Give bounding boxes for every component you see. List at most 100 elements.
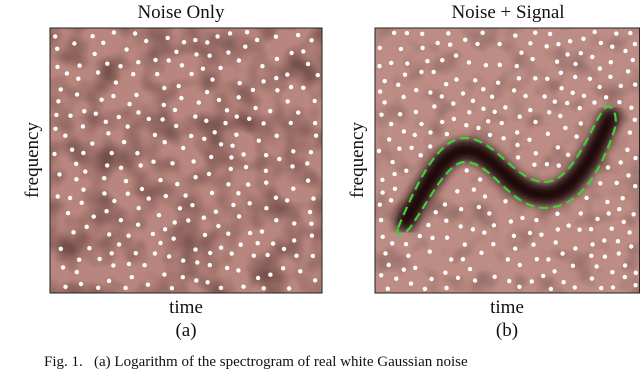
zero-dot (422, 286, 428, 292)
zero-dot (440, 119, 445, 125)
zero-dot (481, 87, 486, 92)
zero-dot (443, 82, 449, 87)
zero-dot (205, 40, 210, 45)
zero-dot (312, 98, 317, 104)
zero-dot (227, 31, 233, 36)
zero-dot (595, 216, 600, 222)
zero-dot (118, 218, 124, 223)
zero-dot (617, 100, 622, 105)
zero-dot (406, 253, 411, 258)
zero-dot (590, 242, 595, 247)
zero-dot (95, 70, 101, 75)
zero-dot (548, 286, 554, 292)
zero-dot (392, 186, 398, 191)
zero-dot (308, 150, 314, 155)
zero-dot (559, 86, 564, 91)
zero-dot (290, 164, 295, 169)
zero-dot (533, 30, 538, 35)
sublabel: (a) (175, 320, 196, 341)
zero-dot (573, 74, 578, 80)
zero-dot (190, 203, 195, 208)
zero-dot (193, 114, 198, 119)
zero-dot (195, 260, 200, 265)
zero-dot (632, 82, 638, 87)
zero-dot (475, 41, 480, 47)
zero-dot (397, 146, 402, 151)
zero-dot (226, 182, 231, 187)
zero-dot (616, 251, 621, 256)
zero-dot (150, 231, 156, 237)
zero-dot (430, 235, 435, 241)
zero-dot (566, 223, 571, 228)
zero-dot (180, 275, 185, 280)
zero-dot (633, 270, 638, 275)
zero-dot (515, 130, 520, 135)
zero-dot (69, 147, 75, 152)
zero-dot (467, 266, 473, 272)
zero-dot (577, 106, 582, 111)
zero-dot (515, 142, 520, 148)
zero-dot (413, 265, 418, 270)
zero-dot (71, 230, 76, 235)
zero-dot (118, 165, 124, 170)
zero-dot (106, 278, 112, 284)
zero-dot (414, 87, 419, 93)
zero-dot (614, 31, 619, 36)
zero-dot (236, 95, 241, 100)
zero-dot (90, 34, 95, 39)
zero-dot (464, 168, 469, 173)
zero-dot (209, 190, 215, 196)
zero-dot (228, 166, 233, 172)
zero-dot (313, 133, 319, 138)
zero-dot (508, 219, 514, 224)
zero-dot (274, 75, 279, 81)
zero-dot (558, 113, 563, 119)
zero-dot (166, 58, 171, 63)
zero-dot (226, 50, 231, 55)
zero-dot (435, 40, 440, 46)
zero-dot (63, 133, 68, 138)
zero-dot (633, 184, 638, 189)
zero-dot (581, 93, 587, 99)
zeros (52, 30, 320, 291)
zero-dot (451, 116, 457, 122)
zero-dot (97, 256, 102, 262)
zero-dot (388, 198, 394, 203)
zero-dot (573, 246, 578, 251)
zero-dot (127, 101, 132, 107)
zero-dot (440, 58, 445, 63)
zero-dot (103, 119, 109, 125)
zero-dot (570, 90, 575, 96)
zero-dot (491, 223, 497, 228)
zero-dot (99, 97, 104, 102)
zero-dot (463, 37, 468, 42)
zero-dot (623, 48, 628, 54)
zero-dot (570, 263, 576, 268)
zero-dot (226, 231, 231, 236)
zero-dot (572, 285, 577, 290)
zero-dot (162, 85, 167, 91)
zero-dot (123, 285, 128, 291)
zero-dot (136, 205, 141, 211)
zero-dot (507, 278, 512, 284)
zero-dot (532, 162, 537, 167)
panel-frame (49, 27, 323, 294)
zero-dot (236, 268, 241, 273)
zero-dot (72, 41, 77, 46)
zero-dot (118, 63, 123, 69)
zero-dot (555, 211, 560, 216)
zero-dot (379, 273, 384, 278)
zero-dot (622, 274, 627, 280)
zero-dot (181, 258, 186, 263)
zero-dot (275, 88, 280, 93)
zero-dot (174, 49, 179, 54)
zero-dot (487, 132, 493, 138)
zero-dot (91, 214, 96, 219)
zero-dot (76, 76, 81, 81)
zero-dot (621, 219, 626, 225)
zero-dot (251, 253, 256, 258)
zero-dot (56, 99, 61, 104)
zero-dot (285, 72, 290, 77)
zero-dot (481, 106, 486, 112)
zero-dot (234, 114, 239, 119)
